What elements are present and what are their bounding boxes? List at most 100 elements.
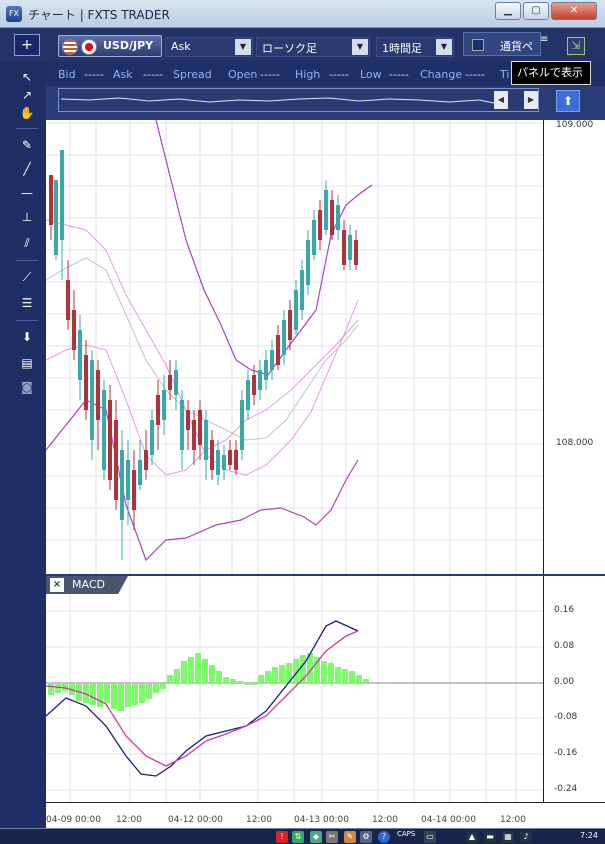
candle-body [168, 375, 172, 390]
parallel-lines-icon[interactable]: ⫽ [24, 236, 30, 250]
macd-tick: 0.16 [554, 605, 575, 615]
macd-histogram-bar [314, 657, 320, 683]
alert-icon[interactable]: ! [276, 831, 288, 843]
time-tick: 04-12 00:00 [168, 815, 223, 825]
macd-histogram-bar [174, 669, 180, 683]
price-tick: 109.000 [556, 120, 594, 130]
us-flag-icon [62, 39, 78, 55]
time-tick: 12:00 [500, 815, 526, 825]
candle-body [60, 150, 64, 240]
close-button[interactable]: ✕ [551, 2, 597, 20]
candle-body [348, 235, 352, 260]
macd-line [45, 620, 359, 777]
shield-icon[interactable]: ◆ [310, 831, 322, 843]
macd-title: MACD [72, 578, 105, 591]
low-value: ----- [389, 68, 409, 81]
pen-tool-icon[interactable]: ✎ [21, 138, 33, 152]
time-tick: 12:00 [116, 815, 142, 825]
macd-histogram-bar [104, 683, 110, 703]
auto-scroll-icon[interactable]: ⬆ [556, 90, 580, 112]
macd-histogram-bar [321, 661, 327, 683]
candle-body [342, 230, 346, 265]
macd-tick: 0.00 [554, 677, 575, 687]
candle-body [222, 455, 226, 470]
pointer-icon[interactable]: ↖ [21, 70, 33, 84]
candle-body [246, 380, 250, 410]
macd-histogram-bar [237, 681, 243, 683]
network-icon[interactable]: ⇅ [292, 831, 304, 843]
display-icon[interactable]: ▬ [484, 831, 496, 843]
window-icon[interactable]: ▭ [424, 831, 436, 843]
timeframe-dropdown[interactable]: 1時間足 ▼ [376, 37, 454, 57]
macd-tab: × MACD [46, 576, 128, 594]
low-label: Low [360, 68, 382, 81]
currency-pair-selector[interactable]: USD/JPY [58, 35, 162, 57]
panel-checkbox[interactable] [472, 39, 484, 51]
open-value: ----- [260, 68, 280, 81]
close-indicator-button[interactable]: × [50, 578, 64, 592]
candle-body [102, 390, 106, 470]
macd-histogram-bar [244, 683, 250, 685]
macd-histogram-bar [202, 659, 208, 683]
macd-histogram-bar [195, 653, 201, 683]
candle-body [354, 240, 358, 265]
open-label: Open [228, 68, 258, 81]
macd-histogram-bar [160, 683, 166, 689]
macd-pane[interactable] [45, 576, 543, 802]
fibonacci-fan-icon[interactable]: ⟋ [22, 270, 32, 284]
crosshair-pointer-icon[interactable]: ↗ [21, 88, 33, 102]
macd-histogram-bar [118, 683, 124, 711]
help-icon[interactable]: ? [378, 831, 390, 843]
vertical-line-icon[interactable]: ⊥ [21, 210, 33, 224]
macd-tick: 0.08 [554, 641, 575, 651]
price-type-dropdown[interactable]: Ask ▼ [165, 37, 253, 57]
candle-body [72, 310, 76, 350]
tools-icon[interactable]: ✂ [326, 831, 338, 843]
macd-histogram-bar [363, 679, 369, 683]
add-chart-button[interactable]: + [14, 34, 40, 56]
chart-navigator[interactable]: ◀ ▶ [58, 88, 539, 112]
candle-body [114, 420, 118, 500]
chart-type-dropdown[interactable]: ローソク足 ▼ [256, 37, 370, 57]
candlestick-chart[interactable] [45, 119, 543, 575]
candle-body [240, 400, 244, 450]
macd-histogram-bar [293, 659, 299, 683]
candle-body [282, 320, 286, 355]
fibonacci-retracement-icon[interactable]: ☰ [21, 296, 33, 310]
candle-body [90, 360, 94, 440]
undock-icon[interactable]: ⇲ [567, 37, 585, 55]
candle-body [294, 290, 298, 330]
macd-histogram-bar [223, 677, 229, 683]
panel-tooltip: パネルで表示 [511, 61, 591, 85]
horizontal-line-icon[interactable]: — [21, 186, 33, 200]
maximize-button[interactable]: ▢ [523, 2, 549, 20]
hand-pan-icon[interactable]: ✋ [19, 106, 35, 120]
edit-icon[interactable]: ✎ [344, 831, 356, 843]
network-tray-icon[interactable]: ▦ [502, 831, 514, 843]
macd-histogram-bar [55, 683, 61, 693]
chart-type-value: ローソク足 [262, 42, 317, 55]
tray-icon[interactable]: ▲ [466, 831, 478, 843]
volume-icon[interactable]: ♪ [520, 831, 532, 843]
app-icon: FX [6, 6, 22, 22]
change-value: ----- [465, 68, 485, 81]
trend-line-icon[interactable]: ╱ [23, 162, 31, 176]
download-icon[interactable]: ⬇ [21, 330, 33, 344]
candle-body [180, 400, 184, 450]
currency-panel-toggle[interactable]: 通貨ペ [463, 32, 541, 56]
menu-icon[interactable]: ≡ [540, 34, 549, 45]
candle-body [210, 440, 214, 470]
bollinger-inner-lower [45, 319, 359, 476]
signal-line [45, 630, 359, 767]
camera-icon[interactable]: ◙ [21, 380, 33, 394]
minimize-button[interactable]: ▁ [495, 2, 521, 20]
macd-histogram-bar [342, 669, 348, 683]
candle-body [138, 460, 142, 485]
time-tick: 12:00 [246, 815, 272, 825]
scroll-left-icon[interactable]: ◀ [494, 91, 508, 109]
macd-histogram-bar [349, 671, 355, 683]
scroll-right-icon[interactable]: ▶ [524, 91, 538, 109]
list-icon[interactable]: ▤ [21, 356, 33, 370]
macd-histogram-bar [62, 683, 68, 691]
settings-icon[interactable]: ⚙ [360, 831, 372, 843]
